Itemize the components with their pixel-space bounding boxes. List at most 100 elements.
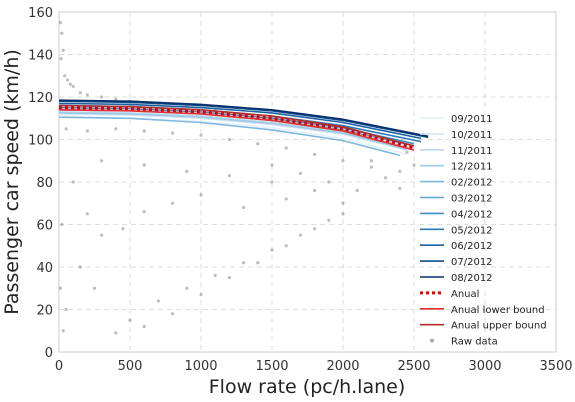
- y-tick-label: 80: [36, 176, 53, 191]
- raw-data-point: [114, 127, 118, 131]
- raw-data-point: [213, 273, 217, 278]
- raw-data-point: [58, 286, 63, 290]
- series-line: [58, 112, 408, 150]
- raw-data-point: [100, 159, 104, 163]
- legend: 09/2011 10/2011 11/2011 12/2011 02/2012 03/20…: [420, 114, 547, 348]
- raw-data-point: [64, 307, 68, 312]
- raw-data-point: [256, 261, 260, 265]
- legend-label: 07/2012: [451, 257, 493, 268]
- raw-data-point: [92, 286, 97, 290]
- raw-data-point: [199, 293, 203, 297]
- raw-data-point: [242, 261, 246, 265]
- raw-data-point: [71, 84, 75, 88]
- raw-data-point: [270, 163, 274, 167]
- legend-label: Raw data: [451, 337, 498, 348]
- raw-data-point: [270, 180, 274, 184]
- raw-data-point: [171, 201, 175, 205]
- raw-data-point: [341, 201, 345, 205]
- legend-label: 10/2011: [451, 130, 493, 141]
- raw-data-point: [369, 159, 373, 163]
- raw-data-point: [61, 329, 65, 333]
- legend-label: 02/2012: [451, 178, 493, 189]
- raw-data-point: [398, 186, 402, 190]
- raw-data-point: [199, 193, 203, 197]
- raw-data-point: [78, 265, 82, 269]
- series-line: [58, 109, 415, 151]
- y-axis-ticks: 0 20 40 60 80 100 120 140 160: [28, 6, 53, 361]
- raw-data-point: [65, 78, 70, 82]
- raw-data-point: [61, 48, 65, 52]
- legend-marker: [430, 338, 434, 343]
- y-tick-label: 60: [36, 219, 53, 234]
- series-line: [58, 100, 429, 139]
- raw-data-point: [85, 93, 89, 97]
- legend-label: Anual upper bound: [451, 321, 547, 332]
- x-axis-title: Flow rate (pc/h.lane): [209, 376, 406, 398]
- raw-data-point: [355, 188, 359, 193]
- raw-data-point: [60, 31, 64, 35]
- raw-data-point: [121, 227, 125, 231]
- raw-data-point: [284, 197, 288, 201]
- series-line: [58, 99, 429, 138]
- raw-data-point: [369, 165, 373, 169]
- x-tick-label: 500: [118, 359, 143, 374]
- raw-data-point: [142, 210, 146, 214]
- raw-data-point: [227, 276, 231, 280]
- raw-data-point: [171, 312, 175, 316]
- raw-data-point: [114, 97, 118, 101]
- raw-data-point: [85, 129, 89, 133]
- legend-label: 03/2012: [451, 194, 493, 205]
- series-line: [58, 116, 401, 157]
- series-line: [58, 113, 408, 151]
- raw-data-point: [156, 299, 160, 303]
- raw-data-point: [327, 180, 331, 184]
- legend-label: 05/2012: [451, 225, 493, 236]
- raw-data-point: [100, 95, 104, 99]
- raw-data-point: [128, 318, 132, 322]
- raw-data-point: [242, 205, 246, 210]
- raw-data-point: [284, 146, 288, 150]
- raw-data-point: [398, 169, 402, 173]
- x-tick-label: 0: [55, 359, 63, 374]
- raw-data-point: [341, 212, 345, 216]
- raw-data-point: [384, 176, 388, 180]
- y-tick-label: 160: [28, 6, 53, 21]
- x-tick-label: 1500: [255, 359, 288, 374]
- raw-data-point: [64, 127, 68, 131]
- y-tick-label: 0: [45, 346, 53, 361]
- y-tick-label: 140: [28, 49, 53, 64]
- raw-data-point: [313, 227, 317, 231]
- legend-label: 12/2011: [451, 162, 493, 173]
- y-axis-title: Passenger car speed (km/h): [1, 49, 23, 315]
- legend-label: 04/2012: [451, 209, 493, 220]
- series-line: [58, 104, 415, 147]
- raw-data-point: [142, 163, 146, 167]
- raw-data-point: [313, 152, 317, 156]
- raw-data-point: [185, 286, 189, 290]
- raw-data-point: [100, 233, 104, 237]
- x-tick-label: 3500: [539, 359, 572, 374]
- raw-data-point: [58, 21, 63, 25]
- raw-data-point: [171, 131, 175, 135]
- raw-data-point: [270, 248, 274, 252]
- raw-data-point: [68, 82, 72, 86]
- x-axis-ticks: 0 500 1000 1500 2000 2500 3000 3500: [55, 359, 573, 374]
- raw-data-point: [78, 91, 82, 95]
- raw-data-point: [63, 74, 67, 78]
- raw-data-point: [199, 133, 203, 137]
- raw-data-point: [114, 331, 118, 335]
- raw-data-point: [327, 218, 331, 222]
- raw-data-point: [227, 137, 231, 142]
- raw-data-point: [284, 244, 288, 248]
- raw-data-point: [298, 233, 302, 237]
- y-tick-label: 120: [28, 91, 53, 106]
- series-lines-layer: [58, 99, 429, 157]
- raw-data-point: [412, 163, 416, 167]
- x-tick-label: 3000: [468, 359, 501, 374]
- raw-data-point: [313, 188, 317, 193]
- raw-data-point: [256, 142, 260, 146]
- x-tick-label: 2500: [397, 359, 430, 374]
- raw-data-point: [60, 222, 64, 227]
